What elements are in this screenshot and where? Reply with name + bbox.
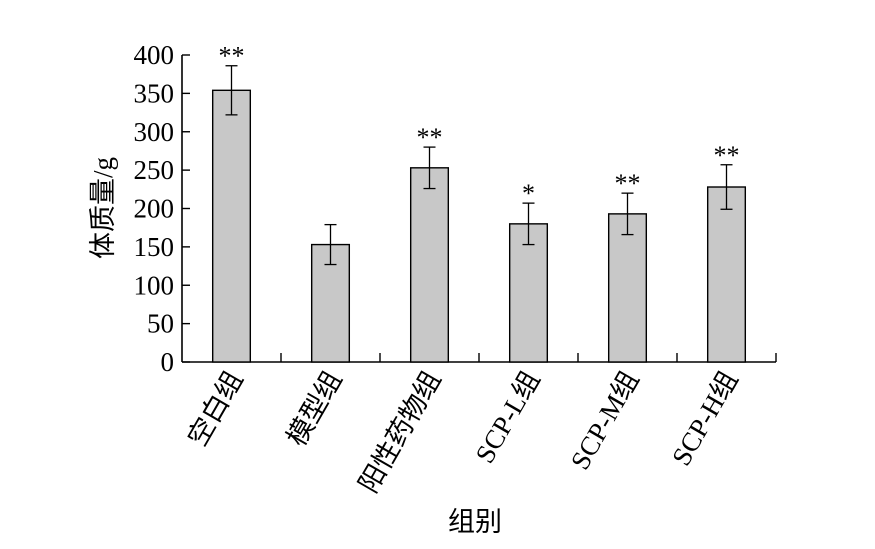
significance-label: ** xyxy=(615,169,641,198)
significance-label: ** xyxy=(219,42,245,71)
x-tick-label: 模型组 xyxy=(281,366,347,451)
bar xyxy=(508,223,549,363)
y-tick-label: 150 xyxy=(134,232,175,262)
y-tick-label: 50 xyxy=(147,309,174,339)
bar xyxy=(409,167,450,363)
x-axis: 空白组 模型组 阳性药物组 SCP-L组 SCP-M组 SCP-H组 xyxy=(182,353,777,498)
x-tick-label: SCP-M组 xyxy=(565,366,645,475)
significance-label: * xyxy=(522,179,535,208)
x-axis-title: 组别 xyxy=(448,507,502,537)
y-tick-label: 300 xyxy=(134,117,175,147)
y-tick-label: 200 xyxy=(134,194,175,224)
x-tick-label: SCP-H组 xyxy=(666,366,744,471)
y-tick-label: 250 xyxy=(134,155,175,185)
x-tick-label: 空白组 xyxy=(182,366,248,451)
significance-label: ** xyxy=(714,141,740,170)
x-tick-label: 阳性药物组 xyxy=(353,366,446,498)
y-axis-title: 体质量/g xyxy=(88,157,118,259)
y-tick-label: 400 xyxy=(134,40,175,70)
y-tick-label: 350 xyxy=(134,78,175,108)
bars: ***** **** xyxy=(211,42,747,363)
x-tick-label: SCP-L组 xyxy=(469,366,545,468)
y-axis: 0 50 100 150 200 250 300 350 400 xyxy=(134,40,190,377)
y-tick-label: 100 xyxy=(134,270,175,300)
bar xyxy=(211,89,252,363)
y-tick-label: 0 xyxy=(161,347,175,377)
significance-label: ** xyxy=(417,123,443,152)
bar xyxy=(607,213,648,363)
bar xyxy=(706,186,747,363)
